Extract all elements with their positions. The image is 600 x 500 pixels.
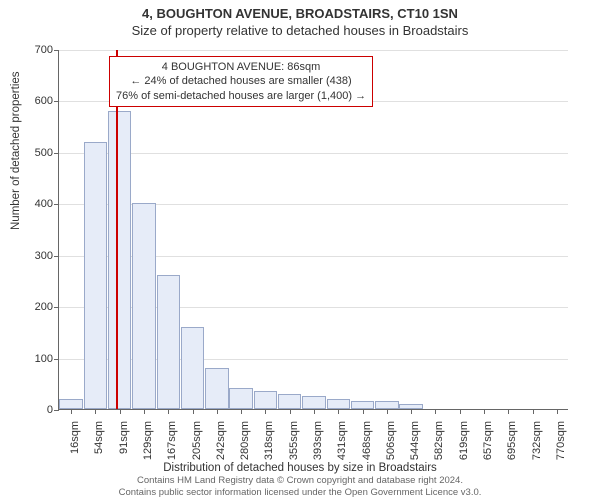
x-tick-mark	[557, 409, 558, 414]
x-tick-mark	[387, 409, 388, 414]
histogram-bar	[229, 388, 252, 409]
x-tick-mark	[314, 409, 315, 414]
footer-line-2: Contains public sector information licen…	[0, 487, 600, 498]
x-tick-mark	[265, 409, 266, 414]
x-tick-label: 54sqm	[93, 421, 105, 454]
histogram-bar	[302, 396, 325, 409]
x-tick-mark	[71, 409, 72, 414]
x-tick-label: 16sqm	[69, 421, 81, 454]
x-tick-label: 582sqm	[433, 421, 445, 460]
footer-line-1: Contains HM Land Registry data © Crown c…	[0, 475, 600, 486]
x-tick-mark	[363, 409, 364, 414]
y-axis-title: Number of detached properties	[10, 71, 22, 230]
x-tick-label: 393sqm	[312, 421, 324, 460]
x-tick-label: 770sqm	[555, 421, 567, 460]
x-tick-mark	[193, 409, 194, 414]
x-tick-label: 167sqm	[166, 421, 178, 460]
histogram-bar	[132, 203, 155, 409]
y-tick-label: 200	[35, 301, 53, 313]
x-tick-label: 657sqm	[482, 421, 494, 460]
x-tick-label: 242sqm	[215, 421, 227, 460]
y-tick-label: 600	[35, 95, 53, 107]
x-tick-label: 318sqm	[263, 421, 275, 460]
x-tick-label: 732sqm	[531, 421, 543, 460]
histogram-bar	[327, 399, 350, 409]
x-tick-label: 619sqm	[458, 421, 470, 460]
histogram-bar	[181, 327, 204, 409]
histogram-bar	[278, 394, 301, 409]
annotation-callout: 4 BOUGHTON AVENUE: 86sqm ← 24% of detach…	[109, 56, 373, 107]
y-tick-label: 400	[35, 198, 53, 210]
y-tick-label: 500	[35, 147, 53, 159]
x-tick-mark	[533, 409, 534, 414]
x-tick-mark	[95, 409, 96, 414]
x-tick-label: 129sqm	[142, 421, 154, 460]
x-tick-mark	[460, 409, 461, 414]
histogram-bar	[254, 391, 277, 409]
x-tick-mark	[120, 409, 121, 414]
x-tick-mark	[435, 409, 436, 414]
x-tick-label: 280sqm	[239, 421, 251, 460]
histogram-bar	[205, 368, 228, 409]
histogram-chart: 0100200300400500600700 16sqm54sqm91sqm12…	[58, 50, 568, 410]
annotation-line-2: ← 24% of detached houses are smaller (43…	[116, 74, 366, 88]
footer-attribution: Contains HM Land Registry data © Crown c…	[0, 475, 600, 498]
x-tick-mark	[508, 409, 509, 414]
histogram-bar	[375, 401, 398, 409]
x-tick-label: 205sqm	[191, 421, 203, 460]
histogram-bar	[157, 275, 180, 409]
x-axis-title: Distribution of detached houses by size …	[0, 462, 600, 474]
x-tick-mark	[411, 409, 412, 414]
histogram-bar	[108, 111, 131, 409]
y-tick-label: 700	[35, 44, 53, 56]
x-tick-mark	[144, 409, 145, 414]
x-tick-mark	[290, 409, 291, 414]
annotation-line-3: 76% of semi-detached houses are larger (…	[116, 89, 366, 103]
x-tick-mark	[168, 409, 169, 414]
x-tick-label: 468sqm	[361, 421, 373, 460]
x-tick-mark	[217, 409, 218, 414]
x-tick-mark	[241, 409, 242, 414]
annotation-line-1: 4 BOUGHTON AVENUE: 86sqm	[116, 60, 366, 74]
histogram-bar	[59, 399, 82, 409]
x-tick-label: 431sqm	[336, 421, 348, 460]
histogram-bar	[351, 401, 374, 409]
y-tick-label: 100	[35, 353, 53, 365]
histogram-bar	[84, 142, 107, 409]
page-title-description: Size of property relative to detached ho…	[0, 21, 600, 42]
x-tick-label: 355sqm	[288, 421, 300, 460]
page-title-address: 4, BOUGHTON AVENUE, BROADSTAIRS, CT10 1S…	[0, 0, 600, 21]
x-tick-mark	[484, 409, 485, 414]
x-tick-label: 695sqm	[506, 421, 518, 460]
y-tick-label: 0	[47, 404, 53, 416]
x-tick-mark	[338, 409, 339, 414]
x-tick-label: 506sqm	[385, 421, 397, 460]
x-tick-label: 91sqm	[118, 421, 130, 454]
x-tick-label: 544sqm	[409, 421, 421, 460]
y-tick-label: 300	[35, 250, 53, 262]
y-tick-mark	[54, 410, 59, 411]
